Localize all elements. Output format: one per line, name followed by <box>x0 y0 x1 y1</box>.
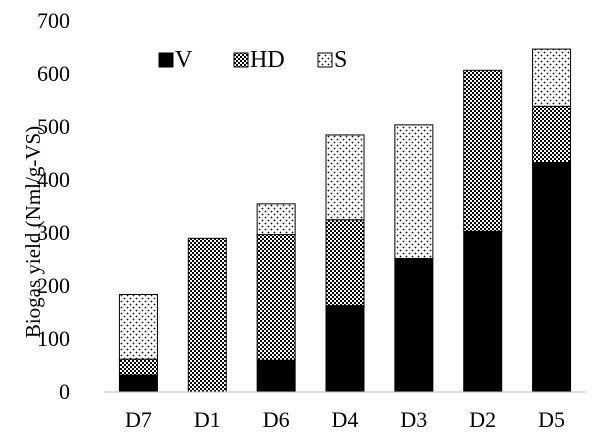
y-tick-label: 200 <box>37 273 70 298</box>
bar-segment-hd-d4 <box>325 219 365 307</box>
bar-segment-s-d3 <box>394 124 434 259</box>
y-axis-label: Biogas yield (Nml/g-VS) <box>21 126 45 338</box>
y-axis-ticks: 0 100 200 300 400 500 600 700 <box>37 8 70 404</box>
legend-label-s: S <box>334 47 347 73</box>
x-tick-label: D7 <box>125 407 152 432</box>
bar-segment-v-d2 <box>463 230 503 393</box>
x-tick-label: D6 <box>263 407 290 432</box>
bar-segment-hd-d5 <box>532 105 572 164</box>
bar-segment-s-d5 <box>532 48 572 107</box>
x-tick-label: D3 <box>400 407 427 432</box>
y-tick-label: 100 <box>37 326 70 351</box>
legend: V HD S <box>158 47 347 73</box>
legend-label-v: V <box>175 47 193 73</box>
y-tick-label: 0 <box>59 379 70 404</box>
y-tick-label: 300 <box>37 220 70 245</box>
y-tick-label: 600 <box>37 61 70 86</box>
bar-segment-hd-d1 <box>187 237 227 393</box>
legend-swatch-hd <box>233 52 249 68</box>
y-tick-label: 500 <box>37 114 70 139</box>
bar-segment-hd-d6 <box>256 234 296 361</box>
bar-segment-hd-d2 <box>463 69 503 232</box>
x-tick-label: D5 <box>538 407 565 432</box>
bars <box>118 48 572 393</box>
bar-segment-hd-d7 <box>118 358 158 376</box>
x-tick-label: D2 <box>469 407 496 432</box>
x-tick-label: D1 <box>194 407 221 432</box>
bar-segment-s-d4 <box>325 134 365 221</box>
legend-swatch-v <box>158 52 174 68</box>
bar-segment-v-d7 <box>118 374 158 393</box>
y-tick-label: 400 <box>37 167 70 192</box>
bar-segment-s-d6 <box>256 203 296 236</box>
x-axis-ticks: D7 D1 D6 D4 D3 D2 D5 <box>125 407 565 432</box>
bar-segment-v-d5 <box>532 162 572 393</box>
bar-segment-v-d4 <box>325 305 365 393</box>
bar-segment-v-d3 <box>394 257 434 393</box>
x-tick-label: D4 <box>332 407 359 432</box>
bar-segment-v-d6 <box>256 359 296 393</box>
legend-swatch-s <box>317 52 333 68</box>
y-tick-label: 700 <box>37 8 70 33</box>
legend-label-hd: HD <box>250 47 285 73</box>
bar-segment-s-d7 <box>118 293 158 360</box>
